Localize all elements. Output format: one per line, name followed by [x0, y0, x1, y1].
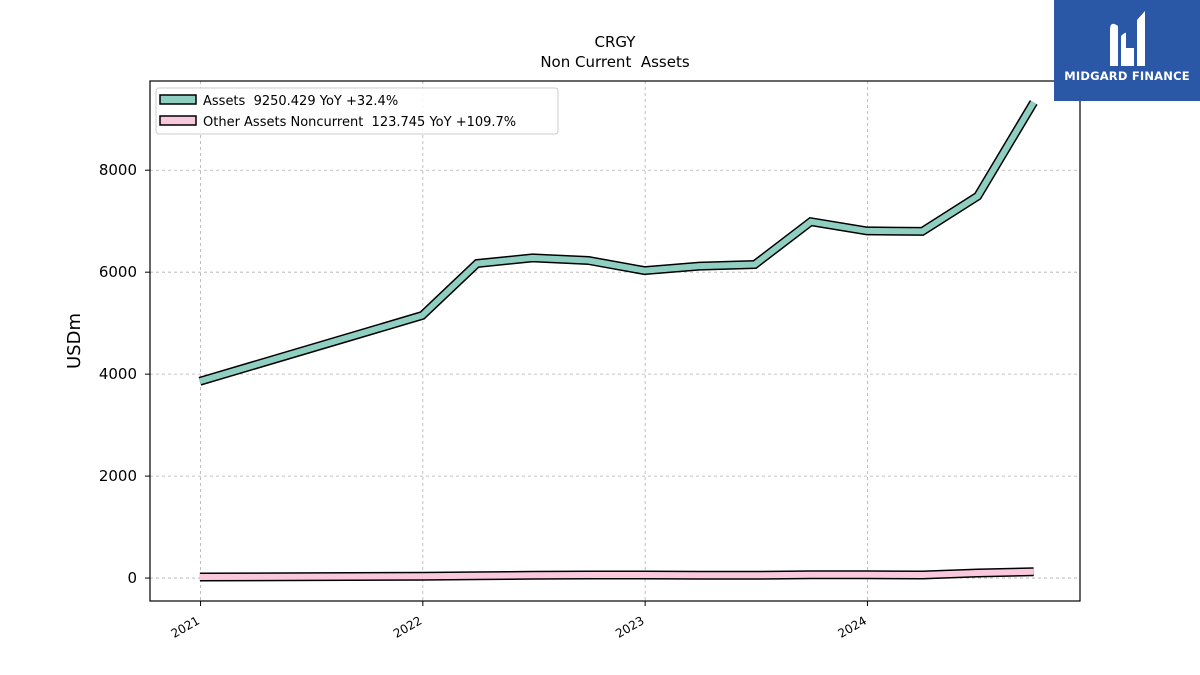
- legend-swatch-other-assets: [159, 115, 197, 126]
- series-line-0: [199, 100, 1037, 385]
- brand-logo: MIDGARD FINANCE: [1054, 0, 1200, 101]
- y-axis-label: USDm: [64, 313, 85, 369]
- logo-text: MIDGARD FINANCE: [1064, 69, 1190, 83]
- series-layer: [198, 100, 1038, 582]
- series-line-1: [199, 568, 1034, 580]
- legend: Assets 9250.429 YoY +32.4% Other Assets …: [155, 87, 559, 135]
- y-tick-label: 8000: [99, 161, 137, 179]
- axes: 0 2000 4000 6000 8000 2021 2022 2023 2024: [99, 161, 869, 641]
- chart-title: CRGY: [595, 33, 637, 51]
- legend-swatch-assets: [159, 94, 197, 105]
- series-outline-0: [198, 100, 1038, 386]
- x-tick-label: 2023: [613, 613, 646, 640]
- grid: [150, 81, 1080, 601]
- y-tick-label: 2000: [99, 467, 137, 485]
- legend-label-assets: Assets 9250.429 YoY +32.4%: [203, 94, 398, 109]
- logo-mark-icon: [1110, 11, 1145, 66]
- legend-frame: [155, 87, 559, 135]
- chart-subtitle: Non Current Assets: [540, 53, 690, 71]
- y-tick-label: 6000: [99, 263, 137, 281]
- x-tick-label: 2022: [391, 613, 424, 640]
- y-tick-label: 0: [127, 569, 137, 587]
- x-tick-label: 2024: [835, 613, 868, 640]
- x-tick-label: 2021: [169, 613, 202, 640]
- y-tick-label: 4000: [99, 365, 137, 383]
- legend-label-other-assets: Other Assets Noncurrent 123.745 YoY +109…: [203, 115, 516, 130]
- plot-frame: [149, 80, 1081, 602]
